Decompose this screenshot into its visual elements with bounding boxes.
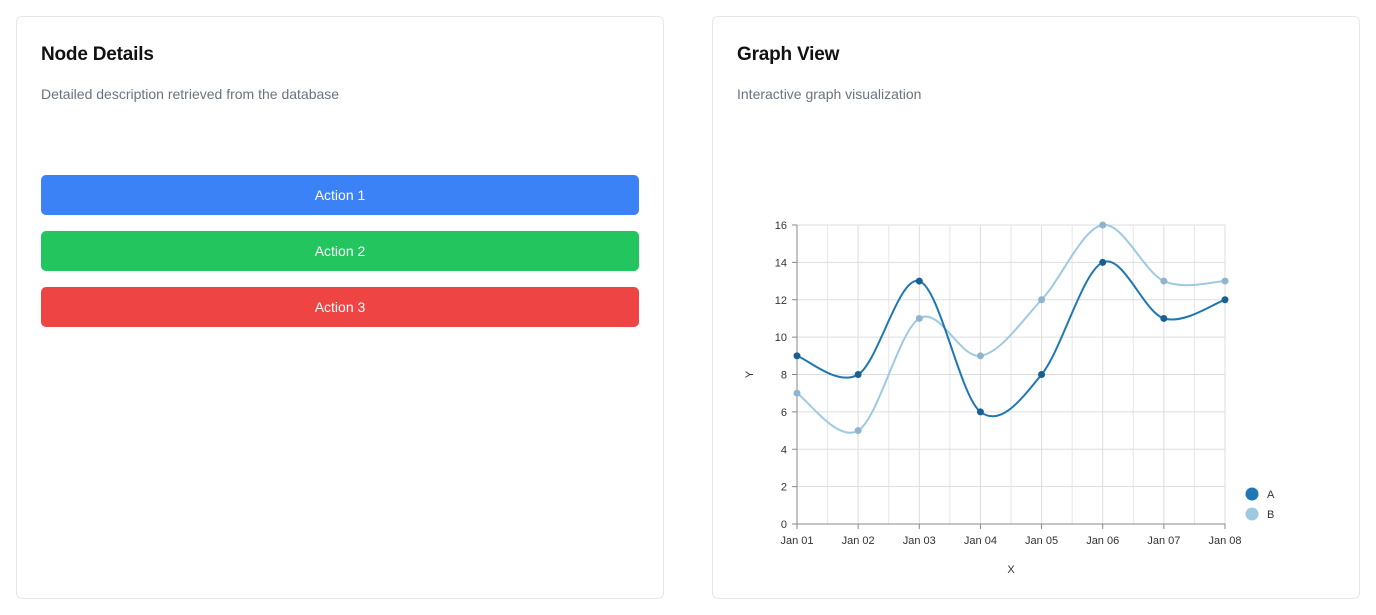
series-b-point bbox=[854, 427, 862, 435]
x-tick-label: Jan 08 bbox=[1208, 535, 1241, 547]
node-details-subtitle: Detailed description retrieved from the … bbox=[41, 86, 340, 102]
series-b-point bbox=[1160, 277, 1168, 285]
x-tick-label: Jan 04 bbox=[964, 535, 997, 547]
y-tick-label: 16 bbox=[775, 220, 787, 232]
legend-label-a: A bbox=[1267, 489, 1275, 501]
x-axis-title: X bbox=[1007, 564, 1015, 576]
y-axis-title: Y bbox=[744, 370, 756, 378]
legend-label-b: B bbox=[1267, 509, 1274, 521]
series-a-point bbox=[854, 371, 862, 378]
series-a-point bbox=[1099, 258, 1107, 266]
action-2-button[interactable]: Action 2 bbox=[41, 231, 639, 271]
graph-view-title: Graph View bbox=[737, 44, 840, 65]
x-tick-label: Jan 01 bbox=[780, 535, 813, 547]
y-tick-label: 14 bbox=[775, 257, 787, 269]
series-a-line bbox=[796, 260, 1226, 418]
legend-marker-b bbox=[1245, 507, 1259, 521]
action-1-button[interactable]: Action 1 bbox=[41, 175, 639, 215]
graph-view-card: Graph View Interactive graph visualizati… bbox=[712, 16, 1360, 599]
series-a-point bbox=[1160, 314, 1168, 322]
x-tick-label: Jan 06 bbox=[1086, 535, 1119, 547]
node-details-title: Node Details bbox=[41, 44, 154, 65]
action-3-button[interactable]: Action 3 bbox=[41, 287, 639, 327]
x-tick-label: Jan 02 bbox=[842, 535, 875, 547]
series-b-point bbox=[1099, 221, 1107, 229]
legend-marker-a bbox=[1245, 487, 1259, 501]
y-tick-label: 2 bbox=[781, 482, 787, 494]
series-b-point bbox=[1038, 296, 1046, 304]
series-b-point bbox=[915, 314, 923, 322]
x-tick-label: Jan 05 bbox=[1025, 535, 1058, 547]
series-b-line bbox=[796, 223, 1226, 434]
x-tick-label: Jan 07 bbox=[1147, 535, 1180, 547]
y-tick-label: 10 bbox=[775, 332, 787, 344]
series-b-point bbox=[1221, 277, 1229, 285]
series-b-point bbox=[793, 389, 801, 397]
series-a-point bbox=[915, 277, 923, 285]
line-chart[interactable]: 0 2 4 6 8 10 12 14 16 Jan 01 Jan 02 Jan 03 Jan 04 Jan… bbox=[713, 17, 1359, 598]
node-details-card: Node Details Detailed description retrie… bbox=[16, 16, 664, 599]
series-a-point bbox=[793, 352, 801, 360]
y-tick-label: 6 bbox=[781, 407, 787, 419]
series-a-point bbox=[1038, 371, 1046, 378]
series-a-point bbox=[1221, 296, 1229, 304]
x-tick-label: Jan 03 bbox=[903, 535, 936, 547]
series-b-point bbox=[976, 352, 984, 360]
y-tick-label: 4 bbox=[781, 444, 787, 456]
y-tick-label: 8 bbox=[781, 370, 787, 382]
y-tick-label: 12 bbox=[775, 295, 787, 307]
graph-view-subtitle: Interactive graph visualization bbox=[737, 86, 922, 102]
y-tick-label: 0 bbox=[781, 519, 787, 531]
grid bbox=[796, 224, 1226, 525]
series-a-point bbox=[976, 408, 984, 416]
